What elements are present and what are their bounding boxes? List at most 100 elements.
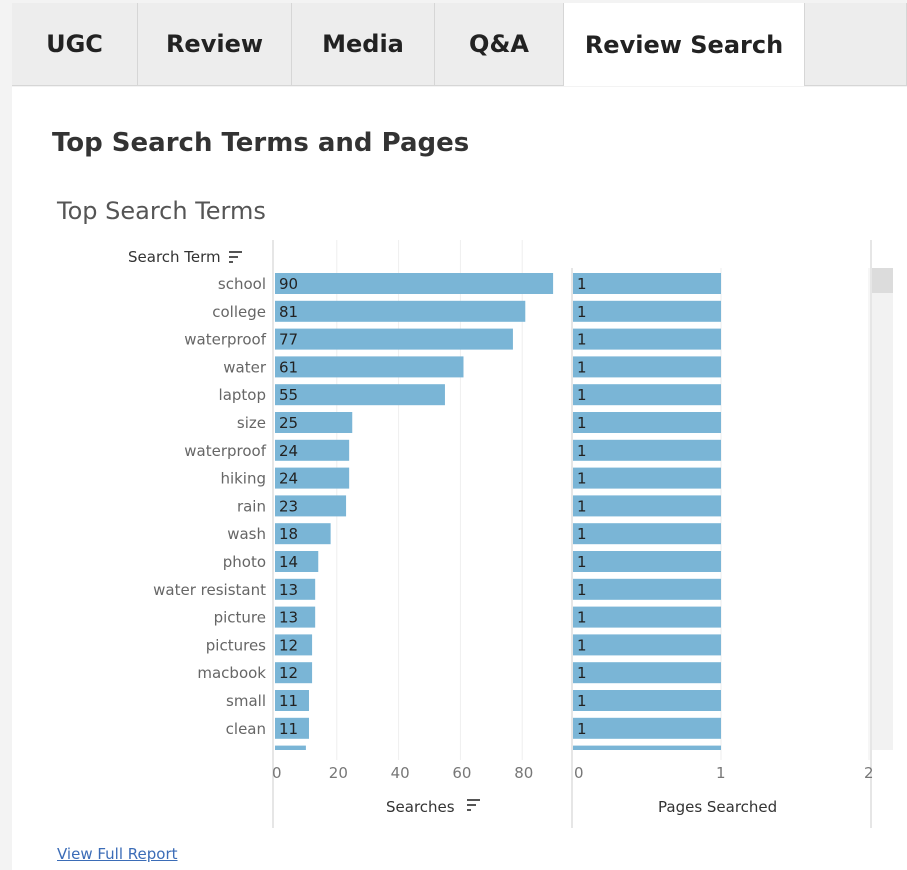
tab-empty: [805, 3, 907, 86]
pages-bar: [573, 578, 721, 600]
table-row[interactable]: school 90 1: [218, 273, 721, 294]
table-row[interactable]: photo 14 1: [223, 551, 721, 572]
searches-value-label: 18: [279, 525, 298, 543]
pages-value-label: 1: [577, 664, 587, 682]
pages-bar: [573, 328, 721, 350]
searches-value-label: 12: [279, 636, 298, 654]
pages-value-label: 1: [577, 609, 587, 627]
x-axis-label-searches: Searches: [386, 798, 455, 816]
tab-media[interactable]: Media: [292, 3, 435, 86]
searches-value-label: 23: [279, 497, 298, 515]
pages-value-label: 1: [577, 720, 587, 738]
searches-bar: [275, 634, 313, 656]
x-tick-label: 60: [452, 764, 471, 782]
pages-bar: [573, 412, 721, 433]
x-tick-label: 20: [329, 764, 348, 782]
search-term-label: macbook: [197, 664, 266, 682]
x-tick-label: 2: [864, 764, 874, 782]
pages-bar: [573, 384, 721, 406]
pages-value-label: 1: [577, 470, 587, 488]
tab-qa[interactable]: Q&A: [435, 3, 564, 86]
searches-bar: [275, 690, 309, 711]
pages-bar: [573, 273, 721, 294]
table-row[interactable]: size 25 1: [237, 412, 721, 433]
table-row[interactable]: small 11 1: [226, 690, 721, 711]
pages-bar: [573, 439, 721, 461]
pages-value-label: 1: [577, 386, 587, 404]
search-term-label: wash: [227, 525, 266, 543]
pages-bar: [573, 467, 721, 489]
search-term-label: college: [212, 303, 266, 321]
pages-value-label: 1: [577, 636, 587, 654]
table-row[interactable]: clean 11 1: [226, 717, 721, 739]
x-tick-label: 1: [716, 764, 726, 782]
search-term-label: waterproof: [184, 331, 266, 349]
pages-bar: [573, 606, 721, 628]
searches-value-label: 13: [279, 581, 298, 599]
pages-bar: [573, 634, 721, 656]
search-term-label: water: [223, 358, 267, 376]
searches-bar: [275, 467, 350, 489]
table-row[interactable]: macbook 12 1: [197, 662, 721, 684]
searches-value-label: 77: [279, 331, 298, 349]
view-full-report-link[interactable]: View Full Report: [57, 845, 178, 863]
table-row[interactable]: 10 1: [275, 745, 721, 767]
searches-value-label: 14: [279, 553, 298, 571]
x-tick-label: 0: [574, 764, 584, 782]
x-tick-label: 0: [272, 764, 282, 782]
searches-value-label: 55: [279, 386, 298, 404]
table-row[interactable]: rain 23 1: [237, 495, 721, 517]
table-row[interactable]: hiking 24 1: [220, 467, 721, 489]
table-row[interactable]: pictures 12 1: [206, 634, 721, 656]
table-row[interactable]: waterproof 24 1: [184, 439, 721, 461]
content-panel: [12, 87, 907, 870]
sort-icon[interactable]: [229, 251, 242, 263]
tab-review-search[interactable]: Review Search: [564, 3, 805, 86]
tab-ugc[interactable]: UGC: [12, 3, 138, 86]
row-header[interactable]: Search Term: [128, 248, 221, 266]
searches-value-label: 10: [279, 748, 298, 766]
scrollbar[interactable]: [872, 268, 893, 750]
tab-bar: UGC Review Media Q&A Review Search: [12, 3, 907, 87]
pages-bar: [573, 356, 721, 378]
table-row[interactable]: waterproof 77 1: [184, 328, 721, 350]
table-row[interactable]: picture 13 1: [214, 606, 721, 628]
search-term-label: small: [226, 692, 266, 710]
searches-bar: [275, 439, 350, 461]
sort-icon[interactable]: [467, 799, 480, 811]
tab-review[interactable]: Review: [138, 3, 292, 86]
pages-bar: [573, 495, 721, 517]
pages-value-label: 1: [577, 303, 587, 321]
pages-bar: [573, 662, 721, 684]
searches-bar: [275, 551, 319, 572]
table-row[interactable]: water 61 1: [223, 356, 721, 378]
pages-bar: [573, 551, 721, 572]
search-term-label: waterproof: [184, 442, 266, 460]
pages-value-label: 1: [577, 442, 587, 460]
scrollbar-thumb[interactable]: [872, 268, 893, 293]
section-title: Top Search Terms: [57, 197, 266, 225]
table-row[interactable]: wash 18 1: [227, 523, 721, 545]
pages-value-label: 1: [577, 497, 587, 515]
pages-value-label: 1: [577, 581, 587, 599]
search-term-label: picture: [214, 609, 266, 627]
searches-bar: [275, 745, 306, 750]
searches-bar: [275, 356, 464, 378]
x-axis-label-pages: Pages Searched: [658, 798, 777, 816]
table-row[interactable]: college 81 1: [212, 300, 721, 322]
pages-bar: [573, 523, 721, 545]
table-row[interactable]: water resistant 13 1: [153, 578, 721, 600]
search-term-label: size: [237, 414, 266, 432]
searches-bar: [275, 717, 309, 739]
x-tick-label: 80: [514, 764, 533, 782]
pages-bar: [573, 300, 721, 322]
searches-value-label: 11: [279, 720, 298, 738]
table-row[interactable]: laptop 55 1: [219, 384, 721, 406]
search-term-label: photo: [223, 553, 266, 571]
searches-value-label: 12: [279, 664, 298, 682]
search-term-label: pictures: [206, 636, 266, 654]
searches-value-label: 90: [279, 275, 298, 293]
searches-value-label: 24: [279, 470, 298, 488]
pages-value-label: 1: [577, 553, 587, 571]
pages-value-label: 1: [577, 275, 587, 293]
